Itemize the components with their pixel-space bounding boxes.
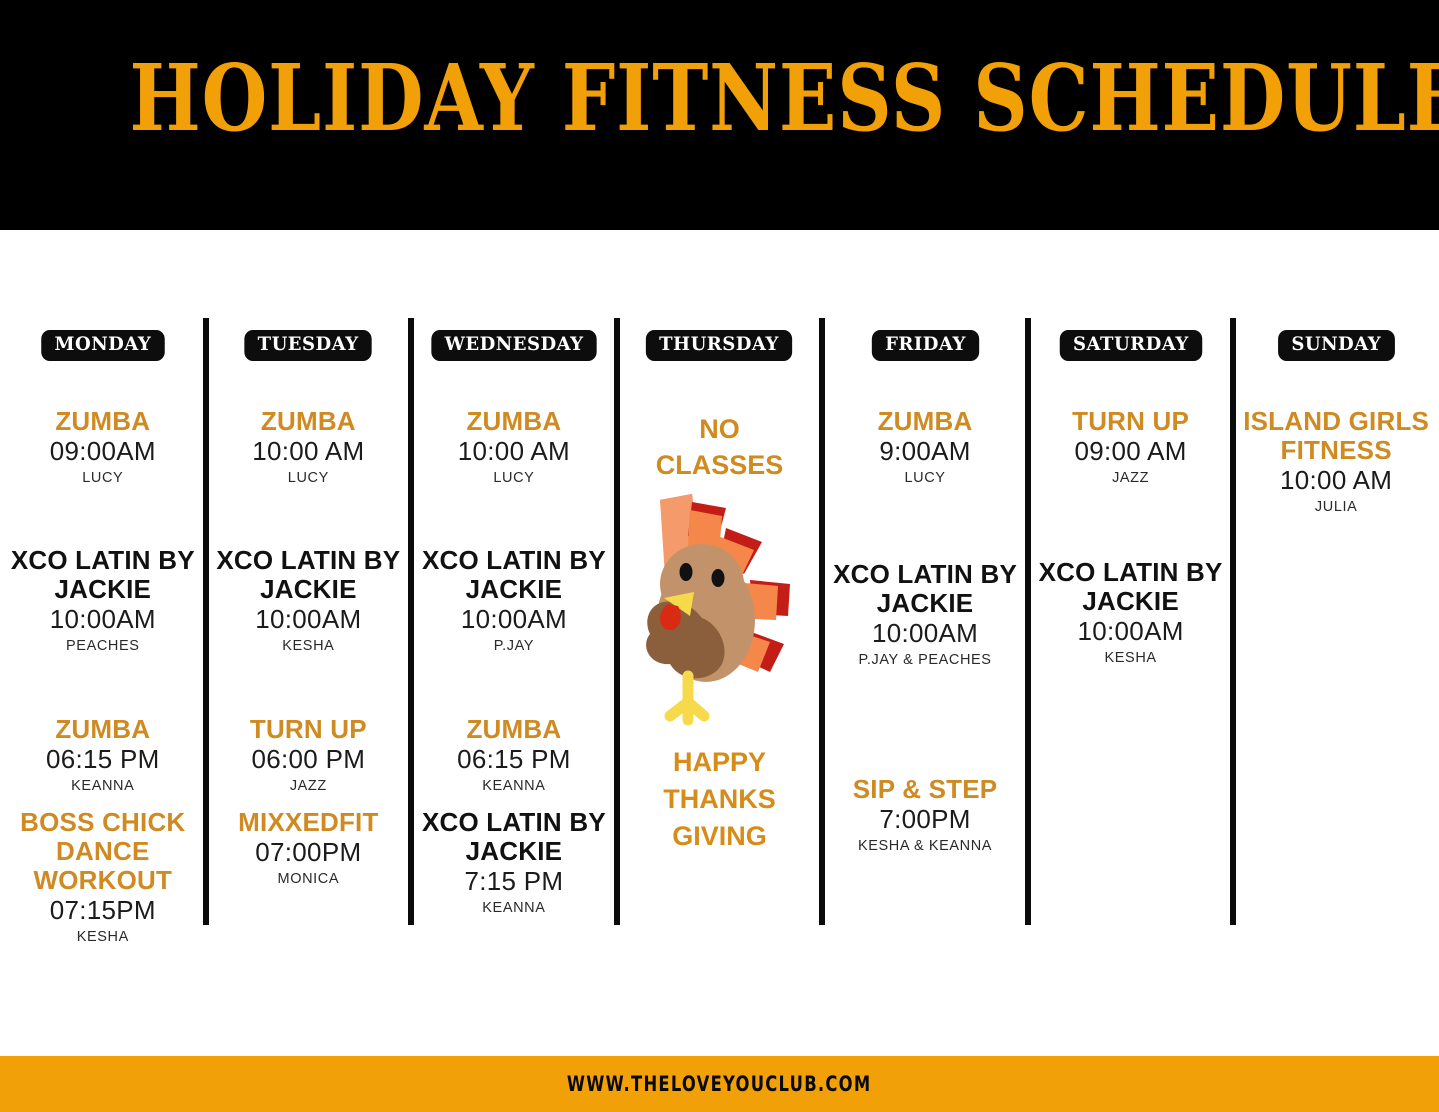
schedule-grid: MONDAY ZUMBA 09:00AM LUCY XCO LATIN BY JACKI…: [0, 318, 1439, 945]
class-name: ZUMBA: [55, 406, 151, 436]
day-header-saturday[interactable]: SATURDAY: [1059, 330, 1202, 361]
class-name: ZUMBA: [260, 406, 356, 436]
class-instructor: KEANNA: [71, 778, 135, 795]
day-column-monday: MONDAY ZUMBA 09:00AM LUCY XCO LATIN BY JACKI…: [0, 318, 209, 945]
class-name: TURN UP: [1072, 406, 1190, 436]
class-name: XCO LATIN BY JACKIE: [10, 544, 195, 604]
day-header-thursday[interactable]: THURSDAY: [646, 330, 793, 361]
class-slot[interactable]: XCO LATIN BY JACKIE 10:00AM P.JAY & PEACHE…: [826, 558, 1024, 672]
class-name: BOSS CHICK DANCE WORKOUT: [20, 806, 186, 896]
day-column-friday: FRIDAY ZUMBA 9:00AM LUCY XCO LATIN BY JACKIE…: [822, 318, 1031, 940]
class-slot[interactable]: ZUMBA 10:00 AM LUCY: [415, 406, 613, 490]
class-slot[interactable]: TURN UP 06:00 PM JAZZ: [210, 715, 408, 798]
day-header-sunday[interactable]: SUNDAY: [1277, 330, 1395, 361]
class-time: 06:00 PM: [251, 744, 366, 775]
class-slot[interactable]: XCO LATIN BY JACKIE 10:00AM KESHA: [210, 544, 408, 658]
class-instructor: P.JAY & PEACHES: [858, 651, 992, 668]
footer-banner: WWW.THELOVEYOUCLUB.COM: [0, 1056, 1439, 1112]
class-time: 10:00 AM: [1280, 465, 1393, 496]
class-time: 7:15 PM: [464, 866, 564, 897]
class-slot[interactable]: MIXXEDFIT 07:00PM MONICA: [210, 806, 408, 891]
class-name: ZUMBA: [55, 714, 151, 745]
day-header-tuesday[interactable]: TUESDAY: [244, 330, 373, 361]
class-slot[interactable]: ZUMBA 9:00AM LUCY: [826, 406, 1024, 490]
class-time: 09:00 AM: [1074, 436, 1187, 467]
class-time: 06:15 PM: [45, 744, 160, 775]
class-instructor: KESHA: [282, 637, 335, 654]
class-slot[interactable]: BOSS CHICK DANCE WORKOUT 07:15PM KESHA: [4, 806, 202, 949]
no-classes-notice: NO CLASSES: [655, 414, 784, 481]
class-name: SIP & STEP: [852, 774, 998, 805]
day-column-wednesday: WEDNESDAY ZUMBA 10:00 AM LUCY XCO LATIN BY J…: [411, 318, 620, 940]
class-name: ZUMBA: [877, 406, 973, 436]
class-slot[interactable]: TURN UP 09:00 AM JAZZ: [1032, 406, 1230, 490]
class-slot[interactable]: XCO LATIN BY JACKIE 10:00AM P.JAY: [415, 544, 613, 658]
class-instructor: PEACHES: [66, 637, 140, 654]
turkey-icon: [646, 493, 791, 726]
class-name: XCO LATIN BY JACKIE: [833, 558, 1017, 618]
class-time: 07:00PM: [255, 836, 362, 867]
class-instructor: KESHA: [1104, 649, 1157, 666]
class-slot[interactable]: ZUMBA 06:15 PM KEANNA: [415, 715, 613, 798]
class-time: 7:00PM: [879, 804, 971, 835]
class-name: TURN UP: [249, 714, 367, 745]
page-title: HOLIDAY FITNESS SCHEDULE: [129, 44, 1439, 152]
class-instructor: LUCY: [904, 469, 946, 486]
class-time: 07:15PM: [49, 895, 156, 926]
class-instructor: LUCY: [287, 469, 329, 486]
class-time: 10:00AM: [49, 603, 156, 634]
class-name: ISLAND GIRLS FITNESS: [1243, 406, 1430, 466]
header-banner: HOLIDAY FITNESS SCHEDULE: [0, 0, 1439, 230]
turkey-illustration: [621, 488, 819, 726]
class-time: 9:00AM: [879, 436, 971, 467]
class-name: XCO LATIN BY JACKIE: [1038, 556, 1223, 616]
day-column-sunday: SUNDAY ISLAND GIRLS FITNESS 10:00 AM JULIA: [1233, 330, 1439, 940]
class-slot[interactable]: XCO LATIN BY JACKIE 7:15 PM KEANNA: [415, 806, 613, 920]
class-instructor: KEANNA: [482, 778, 546, 795]
class-time: 09:00AM: [49, 436, 156, 467]
class-name: XCO LATIN BY JACKIE: [421, 544, 606, 604]
day-header-wednesday[interactable]: WEDNESDAY: [431, 330, 597, 361]
class-name: ZUMBA: [466, 714, 562, 745]
day-column-tuesday: TUESDAY ZUMBA 10:00 AM LUCY XCO LATIN BY JAC…: [206, 318, 414, 940]
class-name: ZUMBA: [466, 406, 562, 436]
class-time: 10:00AM: [460, 603, 567, 634]
class-time: 10:00AM: [255, 603, 362, 634]
class-instructor: KESHA & KEANNA: [857, 838, 993, 855]
class-name: XCO LATIN BY JACKIE: [421, 806, 606, 866]
class-time: 06:15 PM: [457, 744, 571, 775]
class-instructor: JAZZ: [1112, 469, 1150, 486]
class-time: 10:00 AM: [457, 436, 571, 467]
day-column-thursday: THURSDAY NO CLASSES HAPP: [617, 318, 825, 940]
class-time: 10:00 AM: [252, 436, 365, 467]
class-slot[interactable]: SIP & STEP 7:00PM KESHA & KEANNA: [826, 775, 1024, 858]
website-url: WWW.THELOVEYOUCLUB.COM: [567, 1072, 872, 1096]
class-slot[interactable]: ZUMBA 09:00AM LUCY: [4, 406, 202, 490]
class-slot[interactable]: ZUMBA 10:00 AM LUCY: [210, 406, 408, 490]
class-time: 10:00AM: [1077, 615, 1184, 646]
class-slot[interactable]: XCO LATIN BY JACKIE 10:00AM KESHA: [1032, 556, 1230, 670]
day-header-friday[interactable]: FRIDAY: [871, 330, 979, 361]
class-slot[interactable]: ZUMBA 06:15 PM KEANNA: [4, 715, 202, 798]
class-name: MIXXEDFIT: [238, 806, 379, 837]
class-instructor: KEANNA: [482, 899, 546, 916]
class-instructor: KESHA: [76, 928, 129, 945]
class-slot[interactable]: XCO LATIN BY JACKIE 10:00AM PEACHES: [4, 544, 202, 658]
class-instructor: MONICA: [277, 870, 340, 887]
day-header-monday[interactable]: MONDAY: [41, 330, 165, 361]
day-column-saturday: SATURDAY TURN UP 09:00 AM JAZZ XCO LATIN BY …: [1028, 318, 1236, 940]
class-instructor: P.JAY: [493, 637, 535, 654]
class-name: XCO LATIN BY JACKIE: [216, 544, 401, 604]
class-time: 10:00AM: [871, 617, 979, 648]
class-instructor: LUCY: [82, 469, 124, 486]
class-instructor: LUCY: [493, 469, 535, 486]
class-instructor: JAZZ: [289, 778, 327, 795]
holiday-greeting: HAPPY THANKS GIVING: [663, 746, 776, 852]
class-instructor: JULIA: [1314, 498, 1358, 515]
class-slot[interactable]: ISLAND GIRLS FITNESS 10:00 AM JULIA: [1237, 406, 1435, 519]
